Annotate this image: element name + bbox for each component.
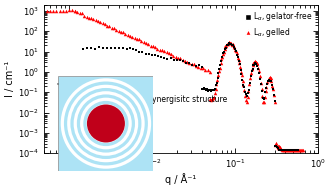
Circle shape [67,85,145,162]
X-axis label: q / Å⁻¹: q / Å⁻¹ [165,173,197,185]
Circle shape [90,107,122,140]
Circle shape [93,111,119,136]
Circle shape [86,104,125,143]
Circle shape [87,105,125,142]
Circle shape [80,98,132,149]
Y-axis label: I / cm⁻¹: I / cm⁻¹ [5,61,15,97]
Circle shape [96,114,116,133]
Circle shape [71,88,141,159]
Text: synergisitc structure: synergisitc structure [58,83,227,104]
Legend: L$_\alpha$, gelator-free, L$_\alpha$, gelled: L$_\alpha$, gelator-free, L$_\alpha$, ge… [243,9,314,40]
Circle shape [61,78,151,169]
Circle shape [99,117,113,130]
Circle shape [103,120,109,127]
Circle shape [83,101,128,146]
Circle shape [73,91,138,156]
Circle shape [77,94,135,153]
Circle shape [64,82,148,165]
